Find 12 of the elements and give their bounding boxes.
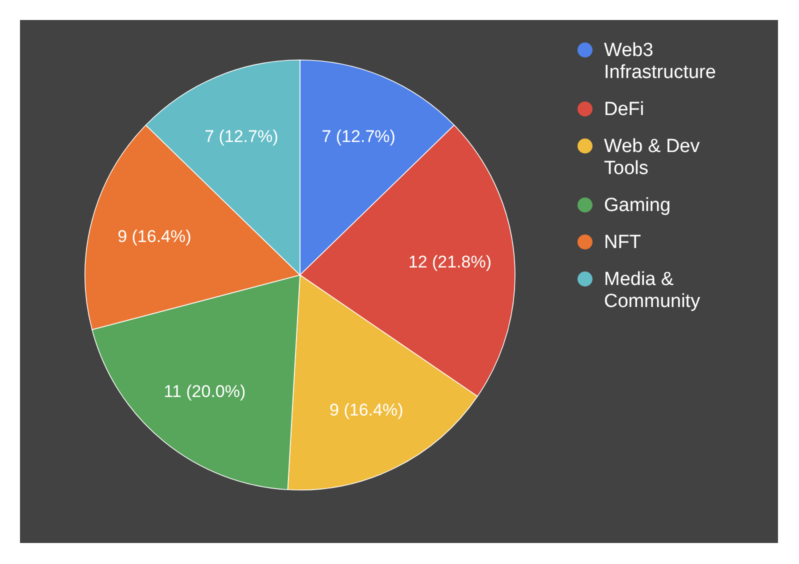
data-label: 11 (20.0%) [164, 382, 246, 402]
data-label: 9 (16.4%) [118, 227, 192, 246]
data-label: 9 (16.4%) [330, 400, 404, 420]
data-label: 12 (21.8%) [408, 252, 492, 272]
legend-label: NFT [604, 232, 642, 252]
data-label: 7 (12.7%) [322, 126, 396, 146]
legend-label: Media & Community [604, 268, 701, 312]
legend-label: Web3 Infrastructure [604, 40, 716, 82]
data-label: 7 (12.7%) [204, 126, 278, 146]
legend-label: DeFi [604, 98, 644, 120]
legend-label: Gaming [604, 194, 671, 216]
legend-label: Web & Dev Tools [604, 136, 700, 178]
